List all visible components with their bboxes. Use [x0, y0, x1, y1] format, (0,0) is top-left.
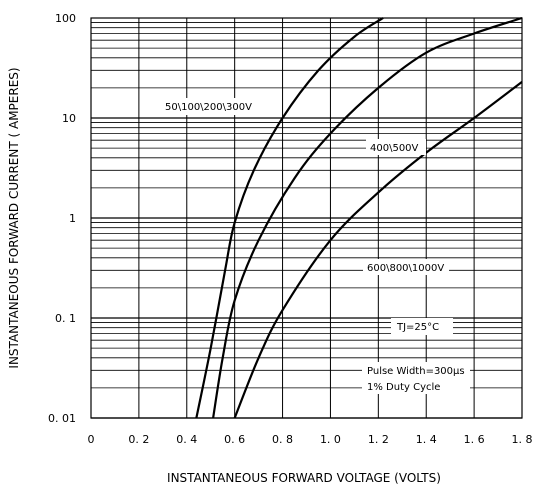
- y-tick-label: 1: [69, 212, 76, 225]
- x-tick-label: 0. 6: [224, 433, 245, 446]
- annotation-group: 50\100\200\300V 400\500V 600\800\1000V T…: [160, 98, 470, 394]
- annotation-series-1: 50\100\200\300V: [165, 102, 252, 113]
- x-tick-label: 1. 8: [512, 433, 533, 446]
- y-tick-label: 0. 1: [55, 312, 76, 325]
- annotation-series-3: 600\800\1000V: [367, 263, 444, 274]
- x-tick-label: 1. 4: [416, 433, 437, 446]
- x-tick-label: 0. 8: [272, 433, 293, 446]
- series-line-2: [212, 16, 523, 419]
- curves: [195, 16, 523, 419]
- x-tick-label: 0. 2: [128, 433, 149, 446]
- x-tick-label: 1. 0: [320, 433, 341, 446]
- tick-labels: 0 0. 2 0. 4 0. 6 0. 8 1. 0 1. 2 1. 4 1. 6 1. 8100…: [48, 12, 533, 446]
- x-tick-label: 0: [88, 433, 95, 446]
- grid: [90, 18, 523, 419]
- annotation-pulse-width: Pulse Width=300µs: [367, 366, 465, 377]
- annotation-duty-cycle: 1% Duty Cycle: [367, 382, 440, 393]
- y-tick-label: 10: [62, 112, 76, 125]
- annotation-temperature: TJ=25°C: [396, 322, 439, 333]
- y-tick-label: 0. 01: [48, 412, 76, 425]
- y-tick-label: 100: [55, 12, 76, 25]
- series-line-1: [195, 17, 384, 419]
- x-axis-title: INSTANTANEOUS FORWARD VOLTAGE (VOLTS): [167, 471, 441, 485]
- x-tick-label: 0. 4: [176, 433, 197, 446]
- x-tick-label: 1. 6: [464, 433, 485, 446]
- y-axis-title: INSTANTANEOUS FORWARD CURRENT ( AMPERES): [7, 67, 21, 368]
- series-line-3: [233, 80, 523, 419]
- plot-frame: [90, 17, 523, 419]
- x-tick-label: 1. 2: [368, 433, 389, 446]
- annotation-series-2: 400\500V: [370, 143, 419, 154]
